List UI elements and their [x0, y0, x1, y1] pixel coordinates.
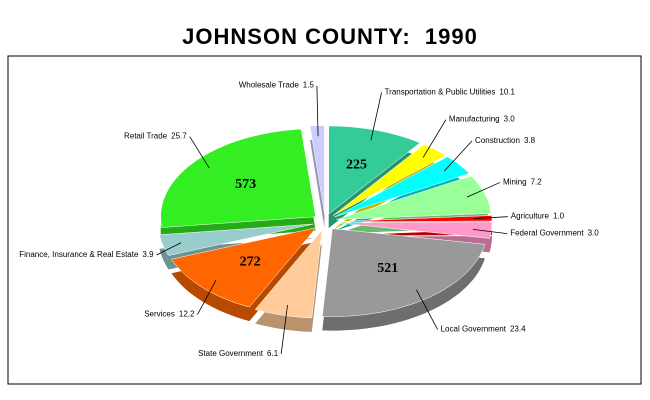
value-label: 3.9: [142, 250, 154, 259]
leader-line: [156, 242, 182, 256]
slice-label: Retail Trade 25.7: [124, 132, 187, 141]
slice-label: Federal Government 3.0: [510, 229, 599, 238]
slice: [170, 227, 317, 308]
leader-line: [280, 305, 288, 355]
category-name: Services: [144, 310, 175, 319]
slice: [322, 228, 486, 317]
slice-label: Local Government 23.4: [441, 325, 526, 334]
slice-label: State Government 6.1: [198, 349, 279, 358]
leader-line: [316, 85, 319, 137]
slice: [334, 156, 470, 218]
value-label: 1.5: [303, 81, 315, 90]
slice-label: Construction 3.8: [475, 136, 536, 145]
slice-label: Wholesale Trade 1.5: [239, 81, 315, 90]
category-name: Transportation & Public Utilities: [385, 87, 496, 96]
slice-label: Agriculture 1.0: [511, 212, 565, 221]
value-label: 3.0: [588, 229, 600, 238]
count-label: 573: [235, 177, 256, 192]
value-label: 3.8: [524, 136, 536, 145]
leader-line: [189, 136, 210, 169]
slice: [159, 223, 314, 256]
slice-label: Manufacturing 3.0: [449, 115, 515, 124]
leader-line: [444, 140, 473, 172]
slice-label: Transportation & Public Utilities 10.1: [385, 87, 516, 96]
value-label: 25.7: [171, 132, 187, 141]
slice-label: Services 12.2: [144, 310, 195, 319]
slice-label: Finance, Insurance & Real Estate 3.9: [19, 250, 154, 259]
value-label: 12.2: [179, 310, 195, 319]
value-label: 23.4: [510, 325, 526, 334]
plot-frame: [7, 55, 642, 385]
category-name: Retail Trade: [124, 132, 168, 141]
category-name: Wholesale Trade: [239, 81, 300, 90]
leader-line: [472, 228, 508, 235]
category-name: Construction: [475, 136, 520, 145]
category-name: State Government: [198, 349, 264, 358]
value-label: 6.1: [267, 349, 279, 358]
category-name: Federal Government: [510, 229, 584, 238]
pie-tops: [159, 125, 493, 319]
annotations: Transportation & Public Utilities 10.1 225…: [19, 81, 599, 358]
slice: [336, 175, 492, 220]
value-label: 1.0: [553, 212, 565, 221]
pie: Transportation & Public Utilities 10.1 225…: [19, 81, 599, 358]
category-name: Manufacturing: [449, 115, 500, 124]
chart-title: JOHNSON COUNTY: 1990: [182, 24, 478, 49]
slice: [254, 229, 323, 319]
slice-label: Mining 7.2: [503, 178, 542, 187]
category-name: Agriculture: [511, 212, 550, 221]
slice: [309, 125, 325, 214]
leader-line: [416, 289, 438, 330]
leader-line: [422, 119, 447, 158]
value-label: 10.1: [499, 87, 515, 96]
category-name: Finance, Insurance & Real Estate: [19, 250, 139, 259]
value-label: 3.0: [504, 115, 516, 124]
category-name: Mining: [503, 178, 527, 187]
slice: [336, 221, 493, 239]
leader-line: [473, 216, 508, 220]
slice: [160, 128, 316, 228]
count-label: 521: [377, 261, 398, 276]
category-name: Local Government: [441, 325, 507, 334]
slice: [332, 144, 447, 216]
leader-line: [197, 280, 217, 315]
value-label: 7.2: [531, 178, 543, 187]
slice: [328, 125, 421, 215]
count-label: 225: [346, 158, 367, 173]
leader-line: [370, 92, 382, 141]
slice: [336, 215, 493, 222]
leader-line: [466, 182, 501, 198]
count-label: 272: [240, 255, 261, 270]
